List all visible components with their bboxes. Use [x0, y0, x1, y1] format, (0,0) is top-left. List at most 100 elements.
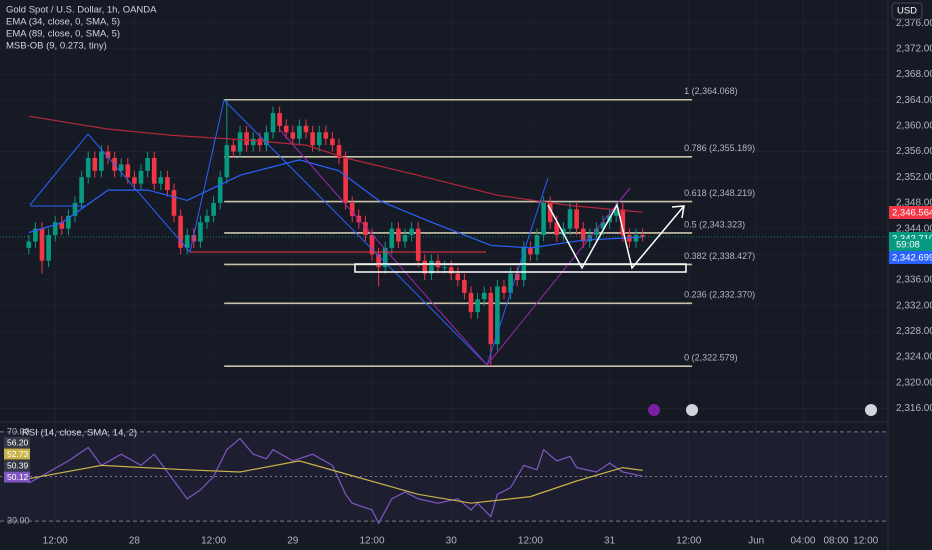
y-tick-label: 2,368.000	[896, 69, 932, 80]
x-tick-label: 12:00	[518, 536, 543, 547]
candle-body	[376, 254, 381, 268]
candle-body	[316, 132, 322, 146]
x-tick-label: 28	[129, 536, 141, 547]
candle-body	[541, 202, 546, 236]
candle-body	[481, 292, 487, 300]
currency-button[interactable]	[891, 2, 923, 20]
candle-body	[283, 125, 289, 133]
candle-body	[633, 235, 639, 242]
candle-body	[580, 228, 586, 242]
candle-body	[501, 286, 507, 293]
candle-body	[297, 125, 302, 139]
candle-body	[46, 235, 51, 261]
candle-body	[514, 273, 520, 280]
candle-body	[191, 235, 197, 242]
candle-body	[534, 235, 540, 255]
candle-body	[594, 228, 599, 236]
candle-body	[620, 209, 626, 236]
candle-body	[349, 202, 355, 216]
candle-body	[547, 202, 553, 223]
candle-body	[508, 273, 513, 293]
event-icon[interactable]	[648, 404, 660, 416]
candle-body	[33, 228, 38, 242]
candle-body	[455, 273, 461, 280]
x-tick-label: 12:00	[853, 536, 878, 547]
candle-body	[211, 202, 216, 216]
candle-body	[270, 113, 276, 133]
rsi-line	[28, 460, 643, 504]
candle-body	[429, 260, 434, 274]
candle-body	[402, 235, 408, 242]
currency[interactable]: USD	[897, 6, 917, 17]
y-tick-label: 2,348.000	[896, 198, 932, 209]
price-tag-label: 2,346.564	[892, 208, 932, 219]
candle-body	[613, 209, 619, 216]
indicator-label: EMA (34, close, 0, SMA, 5)	[6, 17, 120, 28]
rsi-tag	[4, 460, 30, 471]
candle-body	[151, 157, 157, 184]
candle-body	[165, 177, 170, 191]
support-box	[354, 263, 687, 273]
ema-line	[28, 159, 643, 249]
x-tick-label: 31	[604, 536, 616, 547]
y-tick-label: 2,316.000	[896, 403, 932, 414]
candle-body	[145, 157, 150, 171]
fib-label: 0 (2,322.579)	[684, 353, 738, 363]
x-tick-label: 12:00	[676, 536, 701, 547]
trend-lines	[279, 129, 631, 366]
candle-body	[310, 132, 315, 146]
symbol-title: Gold Spot / U.S. Dollar, 1h, OANDA	[6, 5, 157, 16]
price-tag-label: 2,342.699	[892, 253, 932, 264]
candle-body	[52, 222, 58, 236]
candle-body	[79, 177, 84, 203]
candle-body	[415, 228, 421, 261]
y-tick-label: 2,364.000	[896, 95, 932, 106]
candle-body	[125, 164, 131, 178]
x-tick-label: 12:00	[359, 536, 384, 547]
candle-body	[39, 228, 45, 261]
candle-body	[343, 157, 348, 203]
candle-body	[224, 145, 230, 178]
rsi-line	[28, 437, 643, 525]
price-tag	[889, 206, 932, 219]
y-tick-label: 2,356.000	[896, 146, 932, 157]
indicator-label: MSB-OB (9, 0.273, tiny)	[6, 41, 107, 52]
fib-label: 0.382 (2,338.427)	[684, 251, 755, 261]
rsi-tag	[4, 448, 30, 460]
candle-body	[369, 235, 375, 255]
y-tick-label: 2,324.000	[896, 352, 932, 363]
candle-body	[396, 228, 401, 242]
y-tick-label: 2,376.000	[896, 18, 932, 29]
rsi-tag-label: 50.39	[7, 460, 29, 470]
candle-body	[448, 267, 454, 274]
fib-label: 0.236 (2,332.370)	[684, 290, 755, 300]
rsi-tick-label: 30.00	[7, 515, 30, 525]
rsi-tag	[4, 471, 30, 483]
x-tick-label: 29	[287, 536, 299, 547]
event-icon[interactable]	[865, 404, 877, 416]
candle-body	[323, 132, 329, 139]
candle-body	[257, 138, 263, 146]
candle-body	[217, 177, 223, 203]
candle-body	[132, 177, 137, 184]
ema-line	[28, 115, 643, 213]
candle-body	[277, 113, 282, 126]
event-icon[interactable]	[686, 404, 698, 416]
candle-body	[178, 215, 183, 248]
rsi-band	[0, 431, 888, 522]
candle-body	[99, 151, 104, 171]
y-tick-label: 2,336.000	[896, 275, 932, 286]
candle-body	[488, 292, 494, 345]
candle-body	[567, 209, 573, 229]
candle-body	[231, 145, 236, 152]
candle-body	[303, 125, 309, 133]
countdown: 59:08	[896, 240, 920, 251]
fib-label: 0.5 (2,343.323)	[684, 219, 745, 229]
x-tick-label: 04:00	[790, 536, 815, 547]
candle-body	[554, 222, 560, 236]
rsi-tag-label: 52.73	[7, 449, 29, 459]
candle-body	[528, 247, 533, 255]
w-pattern	[547, 202, 685, 270]
